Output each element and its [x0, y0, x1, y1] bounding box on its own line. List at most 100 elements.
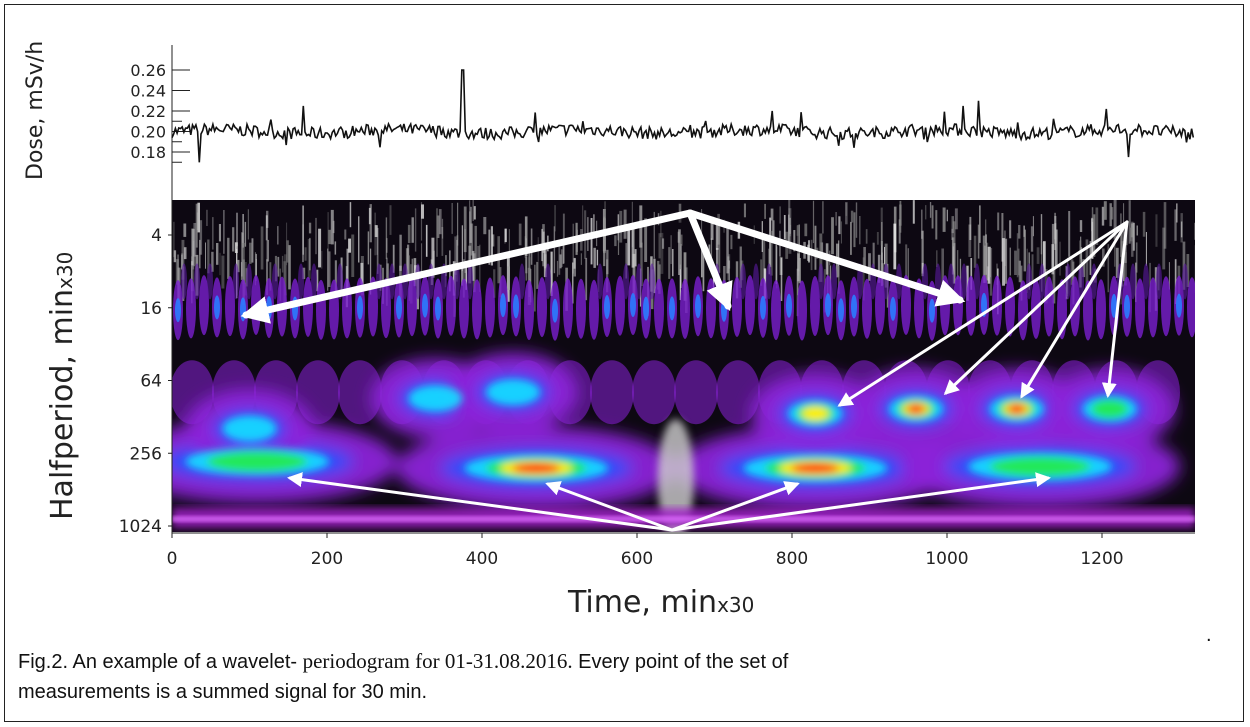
noise-stroke: [308, 222, 312, 234]
arrow-4: [837, 220, 1129, 407]
noise-stroke: [590, 218, 593, 265]
noise-stroke: [461, 225, 463, 272]
noise-stroke: [421, 243, 423, 276]
noise-stroke: [572, 223, 574, 274]
heat-y-tick-label: 4: [151, 226, 162, 246]
striation: [1135, 278, 1145, 339]
striation-core: [695, 294, 701, 319]
dose-tick-label: 0.26: [130, 61, 166, 80]
noise-stroke: [772, 220, 775, 237]
noise-stroke: [831, 217, 834, 255]
heat-y-tick-label: 1024: [119, 517, 162, 537]
striation-upper: [753, 263, 759, 300]
noise-stroke: [1113, 200, 1117, 240]
noise-stroke: [334, 241, 337, 255]
noise-stroke: [953, 221, 956, 258]
striation-core: [396, 295, 402, 320]
noise-stroke: [1145, 232, 1147, 266]
noise-stroke: [880, 207, 883, 246]
arrow-3: [686, 209, 966, 307]
noise-stroke: [1016, 233, 1019, 278]
dose-tick-label: 0.24: [130, 82, 166, 101]
noise-stroke: [780, 258, 783, 301]
noise-stroke: [414, 208, 417, 252]
noise-stroke: [929, 202, 932, 218]
noise-stroke: [850, 210, 854, 223]
noise-stroke: [399, 234, 402, 271]
noise-stroke: [327, 251, 331, 287]
noise-stroke: [240, 262, 243, 280]
noise-stroke: [951, 228, 953, 240]
noise-stroke: [603, 216, 606, 267]
noise-stroke: [302, 205, 304, 255]
blob-green: [1090, 399, 1129, 419]
noise-stroke: [556, 260, 559, 277]
noise-stroke: [490, 226, 493, 266]
noise-stroke: [307, 239, 311, 279]
arrow-1: [240, 209, 694, 324]
striation: [680, 278, 690, 339]
noise-stroke: [822, 201, 824, 234]
noise-stroke: [905, 244, 908, 279]
noise-stroke: [1128, 200, 1131, 244]
noise-stroke: [853, 212, 856, 248]
heat-x-axis-label-sub: x30: [717, 593, 754, 617]
striation: [1096, 279, 1106, 340]
noise-stroke: [859, 216, 861, 245]
noise-stroke: [488, 229, 491, 265]
noise-stroke: [528, 257, 531, 279]
noise-stroke: [631, 224, 635, 268]
noise-stroke: [255, 253, 257, 276]
noise-stroke: [464, 229, 466, 273]
striation-upper: [246, 263, 252, 300]
noise-stroke: [1018, 225, 1021, 239]
arrow-8: [287, 472, 674, 532]
noise-stroke: [462, 259, 465, 298]
noise-stroke: [1030, 226, 1034, 252]
noise-stroke: [232, 227, 235, 252]
noise-stroke: [1155, 214, 1158, 247]
striation: [459, 278, 469, 339]
noise-stroke: [483, 217, 487, 235]
noise-stroke: [332, 220, 335, 234]
noise-stroke: [779, 206, 781, 224]
noise-stroke: [979, 205, 981, 243]
noise-stroke: [658, 233, 661, 259]
noise-stroke: [454, 236, 457, 275]
noise-stroke: [1130, 227, 1133, 242]
noise-stroke: [677, 231, 680, 243]
dose-tick-label: 0.18: [130, 143, 166, 162]
noise-stroke: [425, 224, 428, 257]
noise-stroke: [970, 258, 973, 290]
noise-stroke: [977, 224, 980, 259]
striation-upper: [1182, 263, 1188, 300]
noise-stroke: [1163, 202, 1167, 249]
striation-upper: [194, 263, 200, 300]
noise-stroke: [207, 239, 210, 274]
blob-green: [206, 451, 308, 472]
noise-stroke: [726, 224, 729, 274]
dose-tick-label: 0.22: [130, 102, 166, 121]
striation-core: [1124, 294, 1130, 319]
striation-upper: [636, 263, 642, 300]
heat-x-tick-label: 1200: [1080, 549, 1123, 569]
noise-stroke: [968, 224, 972, 257]
noise-stroke: [469, 211, 471, 260]
noise-stroke: [1120, 227, 1123, 263]
noise-stroke: [797, 261, 801, 276]
heat-y-ticks: 4 16 64 256 1024: [119, 226, 172, 537]
blob-red: [907, 404, 925, 414]
noise-stroke: [199, 220, 203, 255]
noise-stroke: [1174, 259, 1177, 304]
noise-stroke: [893, 223, 897, 270]
noise-stroke: [173, 250, 177, 263]
noise-stroke: [562, 243, 564, 264]
noise-stroke: [770, 230, 773, 276]
noise-stroke: [330, 209, 334, 245]
noise-stroke: [935, 210, 938, 240]
noise-stroke: [985, 219, 987, 244]
noise-stroke: [234, 242, 238, 253]
noise-stroke: [358, 216, 360, 263]
noise-stroke: [507, 266, 510, 290]
noise-stroke: [1055, 229, 1058, 266]
